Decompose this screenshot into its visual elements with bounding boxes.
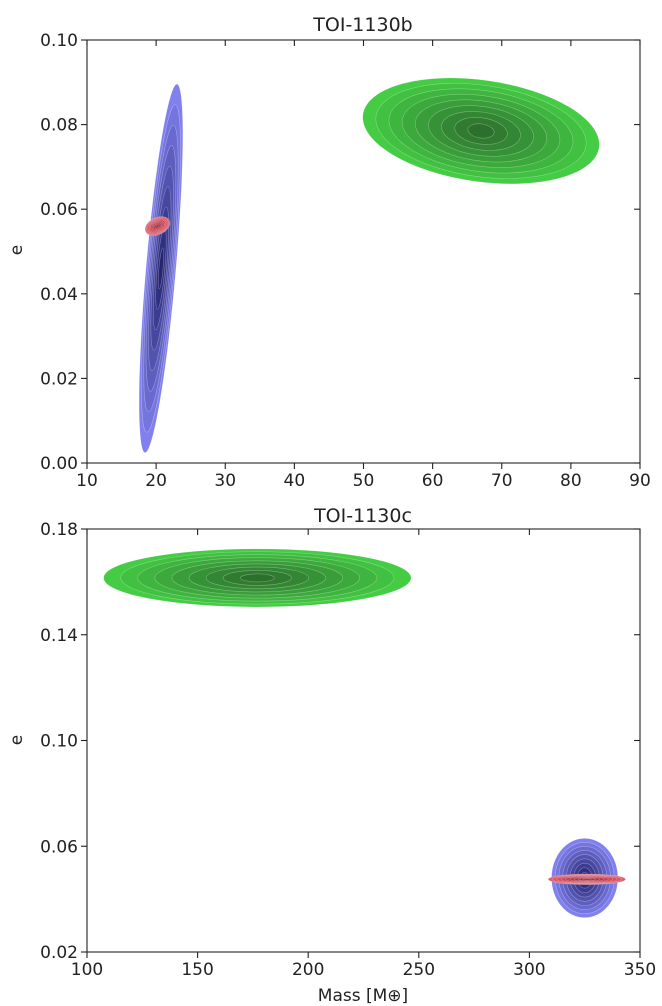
- contour-layer: [138, 77, 600, 453]
- contour-series-2: [547, 873, 626, 885]
- y-tick-label: 0.10: [40, 732, 78, 752]
- y-tick-label: 0.04: [40, 285, 78, 305]
- x-tick-label: 60: [422, 471, 444, 491]
- x-tick-label: 250: [403, 960, 435, 980]
- x-tick-label: 300: [513, 960, 545, 980]
- y-tick-label: 0.00: [40, 454, 78, 474]
- x-tick-label: 150: [181, 960, 213, 980]
- x-axis-label: Mass [M⊕]: [318, 986, 408, 1006]
- y-axis-label: e: [7, 245, 27, 255]
- y-tick-label: 0.02: [40, 943, 78, 963]
- x-tick-label: 50: [353, 471, 375, 491]
- contour-series-1: [362, 77, 600, 185]
- x-tick-label: 10: [76, 471, 98, 491]
- contour-level: [155, 224, 160, 228]
- y-tick-label: 0.10: [40, 31, 78, 51]
- contour-series-2: [144, 216, 171, 236]
- contour-level: [157, 247, 164, 290]
- contour-series-0: [103, 548, 412, 608]
- contour-layer: [103, 548, 626, 918]
- x-tick-label: 40: [284, 471, 306, 491]
- y-tick-label: 0.14: [40, 626, 78, 646]
- chart-title: TOI-1130c: [313, 505, 412, 527]
- x-tick-label: 350: [624, 960, 656, 980]
- y-tick-label: 0.06: [40, 200, 78, 220]
- chart-title: TOI-1130b: [312, 14, 412, 36]
- plot-area: [138, 77, 600, 453]
- contour-level: [239, 573, 275, 583]
- y-tick-label: 0.02: [40, 369, 78, 389]
- axes: 100 150 200 250 300 350 0.02 0.06 0.10 0.14 0.18: [40, 520, 656, 980]
- panel-toi-1130b: TOI-1130b e 10 20 30 40 50 60 70 80 90 0.00 0.02 0.…: [7, 14, 651, 491]
- x-tick-label: 90: [629, 471, 651, 491]
- axes: 10 20 30 40 50 60 70 80 90 0.00 0.02 0.04 0.06 0.08 0.…: [40, 31, 651, 491]
- y-tick-label: 0.18: [40, 520, 78, 540]
- x-tick-label: 20: [145, 471, 167, 491]
- contour-series-0: [138, 83, 184, 453]
- y-tick-label: 0.08: [40, 116, 78, 136]
- x-tick-label: 200: [292, 960, 324, 980]
- x-tick-label: 30: [214, 471, 236, 491]
- panel-toi-1130c: TOI-1130c e Mass [M⊕] 100 150 200 250 300 350…: [7, 505, 656, 1006]
- y-axis-label: e: [7, 735, 27, 745]
- x-tick-label: 100: [71, 960, 103, 980]
- x-tick-label: 80: [560, 471, 582, 491]
- y-tick-label: 0.06: [40, 837, 78, 857]
- plot-area: [103, 548, 626, 918]
- contour-level: [467, 123, 495, 139]
- x-tick-label: 70: [491, 471, 513, 491]
- contour-level: [582, 878, 592, 881]
